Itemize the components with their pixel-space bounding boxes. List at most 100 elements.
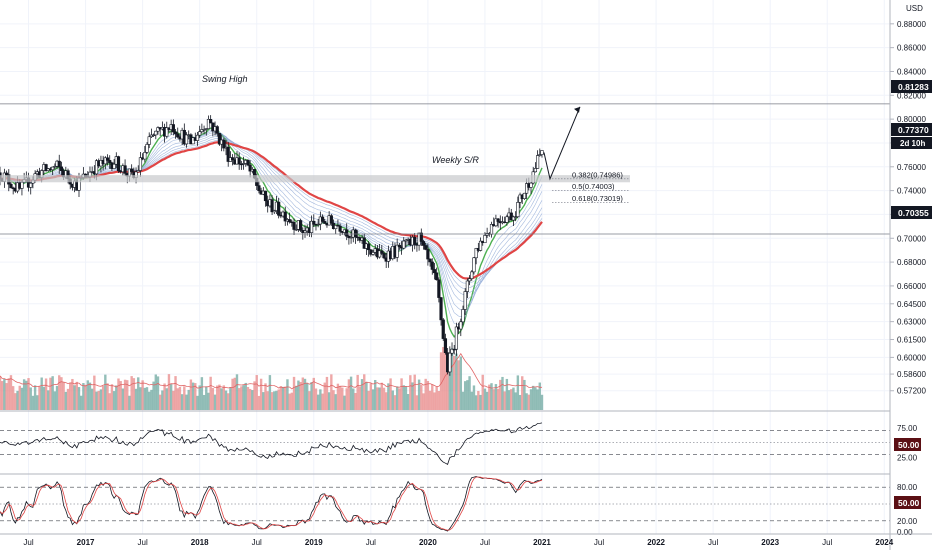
candle-body[interactable] [478,240,483,251]
candle-body[interactable] [496,218,500,222]
candle-body[interactable] [378,250,382,258]
candle-body[interactable] [380,250,384,254]
candle-body[interactable] [136,170,140,173]
candle-body[interactable] [143,152,147,160]
candle-body[interactable] [283,211,287,222]
candle-body[interactable] [439,297,443,321]
candle-body[interactable] [511,216,516,221]
candle-body[interactable] [535,155,540,169]
candle-body[interactable] [108,160,112,164]
candle-body[interactable] [246,160,250,166]
candle-body[interactable] [241,163,246,165]
candle-body[interactable] [303,230,307,233]
candle-body[interactable] [540,150,544,155]
candle-body[interactable] [463,291,467,310]
candle-body[interactable] [428,258,432,263]
candle-body[interactable] [184,134,189,145]
candle-body[interactable] [538,154,542,156]
candle-body[interactable] [222,139,226,149]
candle-body[interactable] [345,229,349,237]
candle-body[interactable] [435,272,439,281]
candle-body[interactable] [44,164,48,171]
candle-body[interactable] [272,210,276,213]
candle-body[interactable] [443,338,448,354]
candle-body[interactable] [263,190,268,202]
candle-body[interactable] [151,134,156,137]
candle-body[interactable] [312,220,316,225]
candle-body[interactable] [459,321,463,330]
stoch-pane[interactable]: 80.00 20.00 0.00 [0,476,918,538]
candle-body[interactable] [452,348,456,351]
candle-body[interactable] [402,240,406,249]
candle-body[interactable] [336,225,340,227]
candle-body[interactable] [525,183,529,194]
candle-body[interactable] [257,185,261,192]
candle-body[interactable] [176,133,180,138]
candle-body[interactable] [430,261,434,270]
candle-body[interactable] [173,131,178,135]
candle-body[interactable] [404,239,408,242]
candle-body[interactable] [156,127,160,132]
candle-body[interactable] [509,212,513,221]
candle-body[interactable] [215,126,219,134]
candle-body[interactable] [483,235,487,244]
candle-body[interactable] [320,216,325,222]
candle-body[interactable] [424,245,428,250]
candle-body[interactable] [165,127,169,137]
candle-body[interactable] [226,146,230,162]
rsi-pane[interactable]: 75.00 25.00 [0,422,918,465]
candle-body[interactable] [316,223,320,226]
candle-body[interactable] [288,219,292,223]
candle-body[interactable] [217,133,222,145]
candle-body[interactable] [494,218,498,227]
candle-body[interactable] [516,202,520,217]
candle-body[interactable] [94,160,99,175]
candle-body[interactable] [209,119,213,124]
time-axis[interactable]: Jul 2017 Jul 2018 Jul 2019 Jul 2020 Jul 2021 Jul 20… [23,538,893,547]
candle-body[interactable] [369,249,373,255]
candle-body[interactable] [419,232,423,242]
candle-body[interactable] [334,225,338,230]
candle-body[interactable] [367,243,371,251]
candle-body[interactable] [204,128,208,130]
candle-body[interactable] [413,236,417,245]
candle-body[interactable] [362,237,366,249]
candle-body[interactable] [467,278,472,282]
candle-body[interactable] [426,249,430,260]
candle-body[interactable] [138,157,143,171]
candle-body[interactable] [9,183,13,189]
candle-body[interactable] [198,131,202,136]
candle-body[interactable] [522,192,527,199]
candle-body[interactable] [395,244,399,258]
candle-body[interactable] [29,182,33,188]
candle-body[interactable] [472,257,476,273]
candle-body[interactable] [195,134,200,141]
candle-body[interactable] [230,157,235,161]
candle-body[interactable] [116,156,121,172]
projection-arrow[interactable] [543,106,581,181]
candle-body[interactable] [529,182,533,188]
candle-body[interactable] [454,326,459,350]
candle-body[interactable] [461,309,465,323]
candle-body[interactable] [20,181,24,189]
candle-body[interactable] [248,164,252,172]
candle-body[interactable] [353,229,358,238]
candle-body[interactable] [53,165,57,168]
candle-body[interactable] [371,252,375,255]
candle-body[interactable] [4,172,9,176]
candle-body[interactable] [437,279,441,298]
candle-body[interactable] [123,165,127,174]
candle-body[interactable] [397,244,401,248]
candle-body[interactable] [103,157,107,165]
candle-body[interactable] [450,348,454,354]
candle-body[interactable] [105,157,110,161]
candle-body[interactable] [474,248,478,259]
candle-body[interactable] [432,269,437,274]
weekly-sr-zone[interactable] [0,175,630,183]
candle-body[interactable] [349,236,353,239]
candle-body[interactable] [533,168,538,173]
candle-body[interactable] [299,220,303,231]
candle-body[interactable] [270,199,274,213]
candle-body[interactable] [294,229,298,231]
